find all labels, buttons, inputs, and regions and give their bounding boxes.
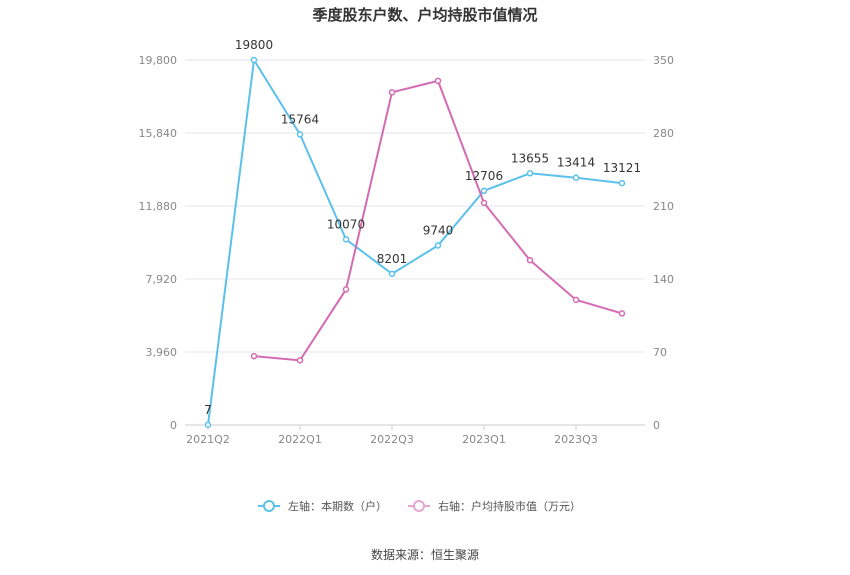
x-tick-label: 2023Q3 bbox=[554, 433, 598, 446]
left-tick-label: 19,800 bbox=[139, 54, 178, 67]
right-tick-label: 210 bbox=[653, 200, 674, 213]
data-point-right bbox=[342, 286, 350, 293]
x-tick-label: 2021Q2 bbox=[186, 433, 230, 446]
data-label: 7 bbox=[204, 403, 212, 417]
legend-marker-icon bbox=[413, 500, 425, 512]
legend-item-left-series[interactable]: 左轴：本期数（户） bbox=[258, 499, 387, 513]
legend: 左轴：本期数（户） 右轴：户均持股市值（万元） bbox=[258, 499, 581, 513]
data-point-right bbox=[434, 77, 442, 85]
data-point-left bbox=[572, 174, 580, 181]
right-tick-label: 0 bbox=[653, 419, 660, 432]
left-tick-label: 11,880 bbox=[139, 200, 178, 213]
chart-title: 季度股东户数、户均持股市值情况 bbox=[312, 6, 537, 24]
x-tick-label: 2022Q3 bbox=[370, 433, 414, 446]
data-point-left bbox=[526, 170, 534, 177]
data-point-right bbox=[526, 256, 534, 264]
legend-marker-icon bbox=[263, 500, 275, 512]
left-axis: 0 3,960 7,920 11,880 15,840 19,800 bbox=[139, 54, 178, 432]
left-tick-label: 15,840 bbox=[139, 127, 178, 140]
data-label: 8201 bbox=[377, 252, 408, 266]
legend-item-right-series[interactable]: 右轴：户均持股市值（万元） bbox=[408, 499, 581, 513]
data-point-right bbox=[618, 310, 626, 317]
right-axis: 0 70 140 210 280 350 bbox=[653, 54, 674, 432]
data-point-left bbox=[342, 236, 350, 243]
data-label: 12706 bbox=[465, 169, 503, 183]
data-label: 10070 bbox=[327, 217, 365, 231]
data-point-left bbox=[480, 187, 488, 195]
x-tick-label: 2023Q1 bbox=[462, 433, 506, 446]
legend-label-left: 左轴：本期数（户） bbox=[288, 499, 387, 513]
legend-label-right: 右轴：户均持股市值（万元） bbox=[438, 499, 581, 513]
left-tick-label: 7,920 bbox=[146, 273, 178, 286]
data-point-right bbox=[480, 199, 488, 207]
data-point-right bbox=[250, 352, 258, 360]
x-tick-label: 2022Q1 bbox=[278, 433, 322, 446]
data-point-right bbox=[388, 89, 396, 96]
right-tick-label: 70 bbox=[653, 346, 667, 359]
data-point-left bbox=[618, 179, 626, 187]
data-point-left bbox=[388, 270, 396, 278]
series-line-left bbox=[207, 57, 623, 425]
data-point-right bbox=[572, 296, 580, 304]
data-source: 数据来源：恒生聚源 bbox=[371, 547, 479, 562]
data-label: 9740 bbox=[423, 223, 454, 237]
data-point-left bbox=[204, 421, 212, 429]
data-point-left bbox=[296, 131, 304, 138]
grid bbox=[185, 59, 645, 426]
x-axis: 2021Q2 2022Q1 2022Q3 2023Q1 2023Q3 bbox=[186, 425, 598, 446]
data-labels: 7 19800 15764 10070 8201 9740 12706 13655 13414 1… bbox=[204, 38, 641, 417]
data-point-right bbox=[296, 357, 304, 364]
data-point-left bbox=[434, 242, 442, 249]
right-tick-label: 350 bbox=[653, 54, 674, 67]
data-label: 15764 bbox=[281, 112, 319, 126]
data-point-left bbox=[250, 56, 258, 64]
left-tick-label: 3,960 bbox=[146, 346, 178, 359]
series-layer bbox=[204, 56, 626, 429]
data-label: 13121 bbox=[603, 161, 641, 175]
data-label: 19800 bbox=[235, 38, 273, 52]
data-label: 13655 bbox=[511, 151, 549, 165]
right-tick-label: 280 bbox=[653, 127, 674, 140]
data-label: 13414 bbox=[557, 156, 595, 170]
right-tick-label: 140 bbox=[653, 273, 674, 286]
left-tick-label: 0 bbox=[170, 419, 177, 432]
